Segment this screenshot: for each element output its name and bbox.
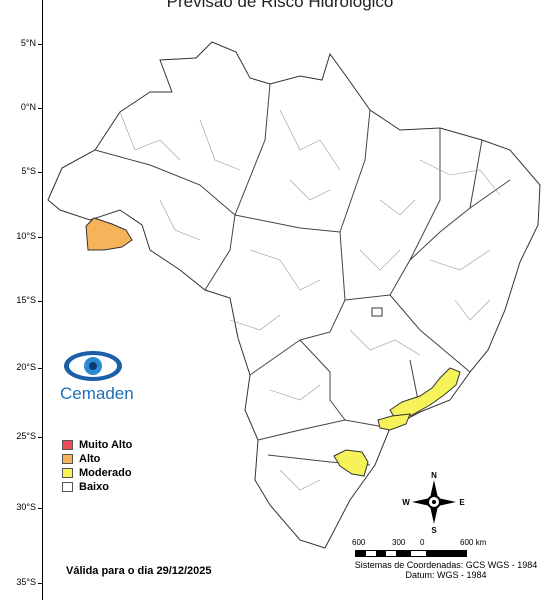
legend-swatch: [62, 482, 73, 492]
state-boundaries: [94, 83, 511, 466]
lat-label-5s: 5°S: [21, 166, 36, 176]
legend-item-moderado: Moderado: [62, 466, 132, 480]
brazil-outline: [47, 41, 541, 549]
lat-tick: [38, 368, 43, 369]
compass-s: S: [431, 526, 437, 534]
compass-e: E: [459, 498, 465, 507]
lat-tick: [38, 583, 43, 584]
lat-label-20s: 20°S: [16, 362, 36, 372]
compass-n: N: [431, 471, 437, 480]
federal-district: [371, 307, 383, 317]
lat-tick: [38, 44, 43, 45]
lat-tick: [38, 437, 43, 438]
risk-area-moderado-se: [389, 367, 461, 421]
scale-label: 600: [352, 538, 366, 547]
map-title: Previsão de Risco Hidrológico: [166, 0, 394, 11]
compass-w: W: [402, 498, 410, 507]
eye-logo-icon: [64, 351, 122, 381]
coordinate-system: Sistemas de Coordenadas: GCS WGS - 1984 …: [336, 560, 556, 580]
lat-tick: [38, 508, 43, 509]
lat-tick: [38, 172, 43, 173]
legend-swatch: [62, 440, 73, 450]
lat-tick: [38, 108, 43, 109]
lat-label-15s: 15°S: [16, 295, 36, 305]
cemaden-logo-text: Cemaden: [60, 384, 134, 403]
risk-area-alto: [85, 217, 133, 251]
legend-item-muito-alto: Muito Alto: [62, 438, 132, 452]
legend: Muito Alto Alto Moderado Baixo: [62, 438, 132, 494]
lat-tick: [38, 237, 43, 238]
lat-label-25s: 25°S: [16, 431, 36, 441]
lat-label-30s: 30°S: [16, 502, 36, 512]
scale-label: 300: [392, 538, 406, 547]
risk-area-moderado-sc: [333, 449, 369, 477]
legend-swatch: [62, 454, 73, 464]
risk-area-moderado-sp: [377, 413, 411, 431]
legend-swatch: [62, 468, 73, 478]
coordinate-system-line2: Datum: WGS - 1984: [405, 570, 487, 580]
scale-label: 0: [420, 538, 425, 547]
legend-item-baixo: Baixo: [62, 480, 132, 494]
region-boundaries: [119, 109, 501, 491]
legend-item-alto: Alto: [62, 452, 132, 466]
lat-label-0: 0°N: [20, 102, 36, 112]
cemaden-logo: [62, 348, 142, 389]
scale-bar-graphic: [355, 550, 467, 557]
latitude-axis: [42, 0, 43, 600]
compass-rose-icon: N S W E: [402, 471, 465, 534]
lat-tick: [38, 301, 43, 302]
validity-text: Válida para o dia 29/12/2025: [66, 565, 212, 577]
lat-label-5n: 5°N: [20, 38, 36, 48]
lat-label-10s: 10°S: [16, 231, 36, 241]
coordinate-system-line1: Sistemas de Coordenadas: GCS WGS - 1984: [354, 560, 538, 570]
lat-label-35s: 35°S: [16, 577, 36, 587]
scale-label: 600 km: [460, 538, 487, 547]
